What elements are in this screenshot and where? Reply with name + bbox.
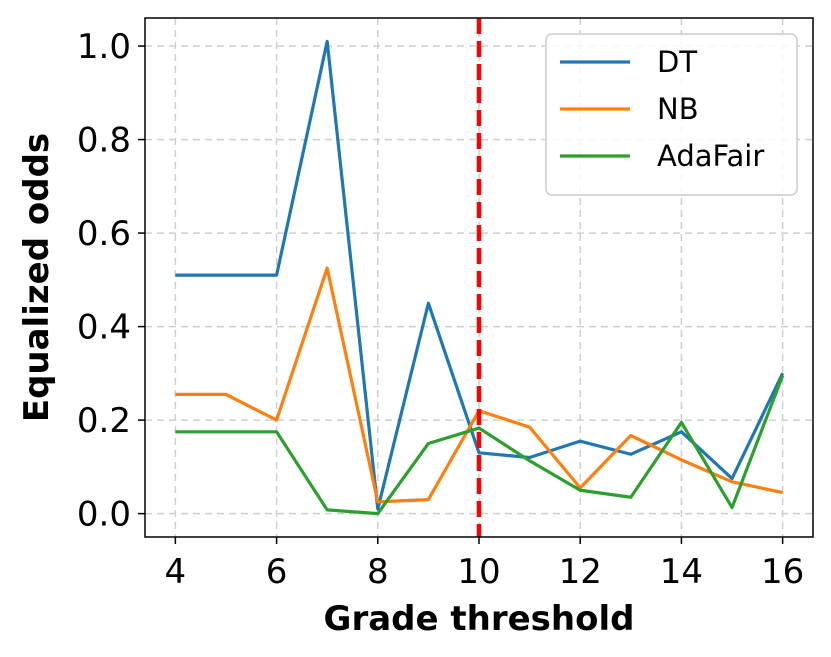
series-line-adafair — [175, 375, 785, 516]
x-tick-label: 16 — [761, 552, 804, 592]
legend: DT NB AdaFair — [545, 33, 798, 196]
x-axis-label: Grade threshold — [324, 599, 635, 639]
legend-label: AdaFair — [657, 139, 764, 173]
axis-ticks: 4 6 8 10 12 14 16 0.0 0.2 0.4 0.6 0.8 1.0 — [77, 27, 804, 592]
legend-label: DT — [657, 45, 697, 79]
y-tick-label: 0.0 — [77, 495, 131, 535]
series-line-dt — [175, 39, 785, 511]
y-tick-label: 1.0 — [77, 27, 131, 67]
y-tick-label: 0.4 — [77, 308, 131, 348]
x-tick-label: 6 — [266, 552, 288, 592]
y-tick-label: 0.6 — [77, 214, 131, 254]
x-tick-label: 10 — [457, 552, 500, 592]
y-tick-label: 0.2 — [77, 401, 131, 441]
x-tick-label: 12 — [559, 552, 602, 592]
x-tick-label: 14 — [660, 552, 703, 592]
legend-label: NB — [657, 92, 699, 126]
x-tick-label: 4 — [165, 552, 187, 592]
y-axis-label: Equalized odds — [17, 133, 57, 422]
y-tick-label: 0.8 — [77, 121, 131, 161]
x-tick-label: 8 — [367, 552, 389, 592]
